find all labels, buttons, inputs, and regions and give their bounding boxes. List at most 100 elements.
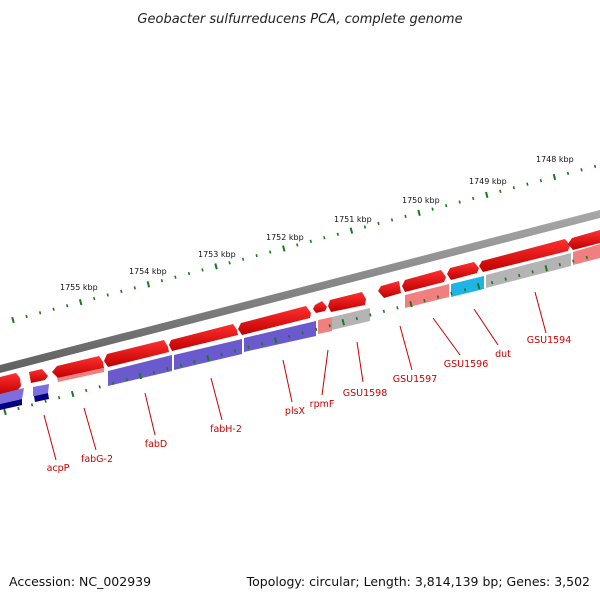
scale-tick (377, 221, 380, 226)
cds-arrow-GSU1596 (402, 270, 446, 292)
leader-plsX (282, 359, 293, 403)
feature-block-edge (573, 244, 600, 265)
cds-arrow-GSU1598 (328, 292, 366, 312)
scale-tick (512, 186, 515, 190)
scale-tick (504, 277, 507, 281)
scale-tick (233, 349, 237, 353)
scale-tick (566, 171, 570, 176)
scale-tick (323, 236, 326, 240)
scale-tick (445, 204, 448, 208)
cds-arrow-GSU1594 (479, 239, 570, 272)
scale-tick (17, 406, 20, 411)
scale-label-1754: 1754 kbp (129, 267, 167, 276)
scale-tick (409, 301, 413, 308)
scale-tick (580, 168, 583, 172)
scale-tick (85, 388, 88, 393)
scale-tick (369, 313, 372, 317)
feature-track (0, 244, 600, 410)
scale-tick (544, 265, 548, 272)
gene-labels: acpP fabG-2 fabD fabH-2 plsX rpmF GSU159… (47, 335, 572, 474)
scale-tick (57, 395, 61, 400)
map-title: Geobacter sulfurreducens PCA, complete g… (137, 12, 462, 27)
scale-tick (112, 381, 115, 385)
scale-tick (463, 288, 467, 292)
scale-tick (25, 314, 28, 319)
scale-tick (220, 352, 223, 357)
scale-tick (336, 232, 339, 236)
scale-tick (431, 207, 434, 211)
scale-tick (355, 316, 358, 321)
scale-tick (269, 250, 272, 254)
scale-tick (146, 281, 151, 288)
feature-block-rpmF (318, 317, 332, 334)
cds-arrow-acpP (29, 369, 48, 383)
scale-tick (228, 261, 231, 265)
leader-dut (473, 308, 499, 346)
scale-tick (328, 324, 331, 328)
scale-tick (485, 191, 489, 199)
cds-arrow-GSU1597 (378, 281, 401, 298)
scale-tick (341, 319, 345, 326)
cds-arrow-rpmF (313, 301, 327, 313)
scale-tick (3, 408, 7, 416)
scale-tick (125, 377, 128, 382)
scale-tick (201, 268, 204, 272)
scale-tick (309, 239, 312, 244)
cds-arrow-edge (568, 230, 600, 250)
scale-tick (490, 280, 494, 285)
feature-block-acpP (33, 384, 49, 396)
cds-arrow-plsX (238, 306, 311, 335)
scale-tick (11, 316, 15, 324)
scale-tick (106, 293, 109, 297)
label-leaders (43, 291, 547, 461)
feature-block-dut (451, 276, 484, 297)
scale-tick (423, 299, 426, 303)
inner-scale-ticks (3, 255, 588, 416)
leader-acpP (43, 414, 57, 461)
scale-tick (526, 182, 529, 186)
forward-cds-track (0, 230, 600, 395)
gene-label-rpmF: rpmF (310, 399, 335, 410)
leader-GSU1597 (399, 325, 413, 371)
gene-label-fabD: fabD (145, 439, 168, 450)
scale-tick (160, 278, 164, 283)
feature-block-GSU1598 (332, 308, 370, 330)
scale-tick (518, 273, 521, 278)
feature-block-fabD (108, 355, 172, 386)
scale-tick (349, 227, 354, 234)
scale-tick (282, 245, 286, 252)
scale-tick (98, 385, 101, 389)
gene-label-GSU1594: GSU1594 (527, 335, 572, 346)
scale-label-1749: 1749 kbp (469, 177, 507, 186)
gene-label-GSU1596: GSU1596 (444, 359, 489, 370)
scale-tick (585, 255, 588, 260)
outer-scale-ticks (11, 164, 597, 324)
gene-label-GSU1597: GSU1597 (393, 374, 438, 385)
scale-tick (241, 257, 245, 261)
scale-tick (78, 298, 83, 306)
leader-fabG-2 (83, 407, 97, 451)
scale-tick (214, 263, 218, 270)
feature-block-acpP (34, 393, 49, 402)
scale-label-1748: 1748 kbp (536, 155, 574, 164)
gene-label-acpP: acpP (47, 463, 70, 474)
scale-tick (436, 295, 440, 299)
scale-tick (247, 345, 250, 349)
scale-tick (152, 370, 155, 375)
scale-tick (193, 359, 196, 364)
leader-fabD (144, 392, 156, 436)
scale-tick (260, 342, 264, 346)
scale-tick (458, 200, 461, 204)
scale-tick (93, 296, 96, 301)
scale-tick (288, 334, 291, 339)
scale-tick (593, 164, 597, 168)
feature-block (0, 399, 22, 410)
scale-tick (539, 178, 543, 183)
cds-arrow-fabG-2 (52, 356, 104, 378)
feature-block-GSU1594 (486, 253, 571, 288)
scale-tick (552, 173, 557, 181)
scale-tick (363, 225, 367, 229)
scale-tick (30, 403, 34, 407)
cds-arrow-fabD (104, 340, 169, 367)
